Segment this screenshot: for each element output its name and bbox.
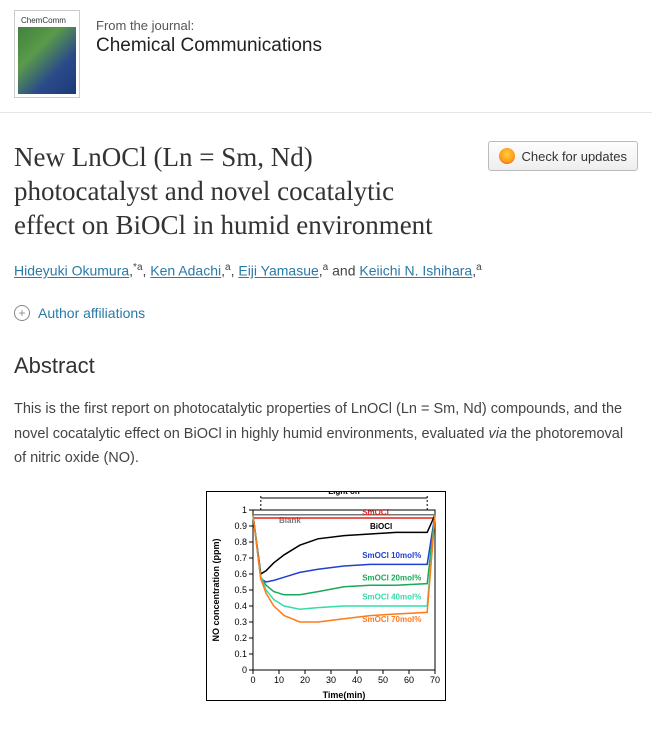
- abstract-heading: Abstract: [14, 353, 638, 379]
- plus-icon: +: [14, 305, 30, 321]
- svg-text:0: 0: [242, 665, 247, 675]
- svg-text:SmOCl: SmOCl: [362, 508, 389, 517]
- svg-text:SmOCl 10mol%: SmOCl 10mol%: [362, 551, 421, 560]
- svg-text:0.6: 0.6: [234, 569, 247, 579]
- svg-text:60: 60: [404, 675, 414, 685]
- check-updates-button[interactable]: Check for updates: [488, 141, 638, 171]
- svg-text:Light on: Light on: [328, 492, 360, 496]
- journal-cover-label: ChemComm: [18, 14, 76, 27]
- svg-text:20: 20: [300, 675, 310, 685]
- svg-text:0.1: 0.1: [234, 649, 247, 659]
- crossmark-icon: [499, 148, 515, 164]
- check-updates-label: Check for updates: [521, 149, 627, 164]
- svg-text:0: 0: [250, 675, 255, 685]
- svg-text:30: 30: [326, 675, 336, 685]
- svg-text:0.2: 0.2: [234, 633, 247, 643]
- author-link[interactable]: Keiichi N. Ishihara: [359, 263, 472, 279]
- svg-text:SmOCl 70mol%: SmOCl 70mol%: [362, 615, 421, 624]
- svg-text:40: 40: [352, 675, 362, 685]
- svg-text:50: 50: [378, 675, 388, 685]
- author-list: Hideyuki Okumura,*a, Ken Adachi,a, Eiji …: [14, 262, 638, 279]
- svg-text:0.8: 0.8: [234, 537, 247, 547]
- abstract-figure: 0 10 20 30 40 50 60 70 0 0.1 0.2 0.3 0.4 0.5 0.6 0.7 0.8…: [14, 491, 638, 706]
- article-title: New LnOCl (Ln = Sm, Nd) photocatalyst an…: [14, 141, 454, 242]
- journal-name[interactable]: Chemical Communications: [96, 35, 322, 57]
- abstract-text: This is the first report on photocatalyt…: [14, 397, 638, 471]
- svg-text:NO concentration (ppm): NO concentration (ppm): [211, 538, 221, 641]
- author-link[interactable]: Ken Adachi: [150, 263, 221, 279]
- svg-text:1: 1: [242, 505, 247, 515]
- svg-text:0.9: 0.9: [234, 521, 247, 531]
- svg-text:BiOCl: BiOCl: [370, 522, 392, 531]
- journal-cover[interactable]: ChemComm: [14, 10, 80, 98]
- author-affiliations-toggle[interactable]: + Author affiliations: [14, 305, 638, 321]
- svg-text:SmOCl 20mol%: SmOCl 20mol%: [362, 573, 421, 582]
- svg-text:70: 70: [430, 675, 440, 685]
- author-link[interactable]: Eiji Yamasue: [238, 263, 318, 279]
- journal-from-label: From the journal:: [96, 18, 322, 33]
- journal-info: From the journal: Chemical Communication…: [96, 10, 322, 57]
- svg-text:0.4: 0.4: [234, 601, 247, 611]
- svg-text:Blank: Blank: [279, 516, 301, 525]
- svg-text:10: 10: [274, 675, 284, 685]
- journal-header: ChemComm From the journal: Chemical Comm…: [0, 0, 652, 113]
- svg-text:0.7: 0.7: [234, 553, 247, 563]
- affiliations-label: Author affiliations: [38, 305, 145, 321]
- svg-text:Time(min): Time(min): [323, 690, 366, 700]
- svg-text:0.3: 0.3: [234, 617, 247, 627]
- svg-text:SmOCl 40mol%: SmOCl 40mol%: [362, 592, 421, 601]
- svg-text:0.5: 0.5: [234, 585, 247, 595]
- author-link[interactable]: Hideyuki Okumura: [14, 263, 129, 279]
